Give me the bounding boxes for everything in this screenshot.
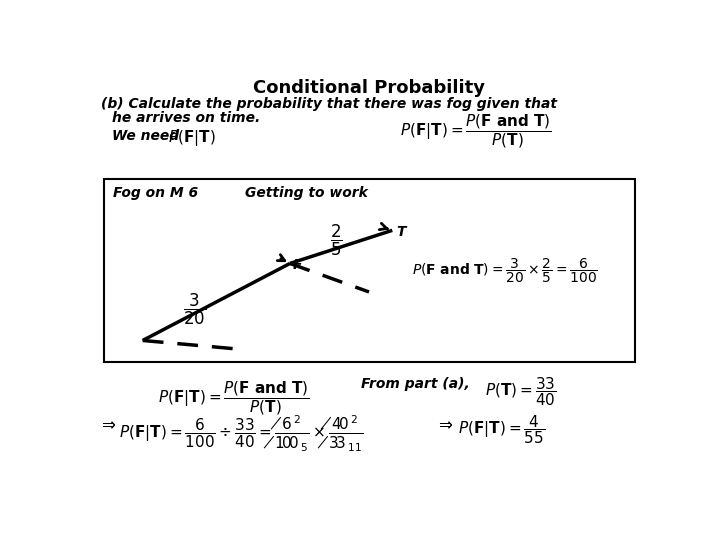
- Text: $P(\mathbf{F}|\mathbf{T}) = \dfrac{4}{55}$: $P(\mathbf{F}|\mathbf{T}) = \dfrac{4}{55…: [458, 414, 545, 447]
- Text: From part (a),: From part (a),: [361, 377, 470, 390]
- Text: Getting to work: Getting to work: [245, 186, 368, 200]
- Text: (b) Calculate the probability that there was fog given that: (b) Calculate the probability that there…: [101, 97, 557, 111]
- Bar: [104, 179, 635, 362]
- Text: $\Rightarrow$: $\Rightarrow$: [435, 415, 453, 433]
- Text: F: F: [293, 258, 302, 272]
- Text: $P(\mathbf{F}|\mathbf{T}) = \dfrac{P(\mathbf{F}\ \mathbf{and}\ \mathbf{T})}{P(\m: $P(\mathbf{F}|\mathbf{T}) = \dfrac{P(\ma…: [400, 112, 552, 150]
- Text: $\dfrac{3}{20}$: $\dfrac{3}{20}$: [183, 292, 206, 327]
- Text: $P(\mathbf{F}|\mathbf{T}) = \dfrac{P(\mathbf{F}\ \mathbf{and}\ \mathbf{T})}{P(\m: $P(\mathbf{F}|\mathbf{T}) = \dfrac{P(\ma…: [158, 379, 310, 417]
- Text: Conditional Probability: Conditional Probability: [253, 79, 485, 97]
- Text: $\dfrac{2}{5}$: $\dfrac{2}{5}$: [330, 223, 343, 258]
- Text: $P(\mathbf{F}|\mathbf{T})$: $P(\mathbf{F}|\mathbf{T})$: [168, 128, 215, 148]
- Text: he arrives on time.: he arrives on time.: [112, 111, 260, 125]
- Text: $P(\mathbf{T}) = \dfrac{33}{40}$: $P(\mathbf{T}) = \dfrac{33}{40}$: [485, 375, 557, 408]
- Text: $P(\mathbf{F}|\mathbf{T}) = \dfrac{6}{100} \div \dfrac{33}{40} = \dfrac{\not{6}^: $P(\mathbf{F}|\mathbf{T}) = \dfrac{6}{10…: [120, 414, 364, 454]
- Text: $\Rightarrow$: $\Rightarrow$: [98, 415, 116, 433]
- Text: Fog on M 6: Fog on M 6: [113, 186, 199, 200]
- Text: $P(\mathbf{F}\ \mathbf{and}\ \mathbf{T}) = \dfrac{3}{20} \times \dfrac{2}{5} = \: $P(\mathbf{F}\ \mathbf{and}\ \mathbf{T})…: [412, 257, 598, 285]
- Text: We need: We need: [112, 130, 179, 144]
- Text: T: T: [396, 225, 405, 239]
